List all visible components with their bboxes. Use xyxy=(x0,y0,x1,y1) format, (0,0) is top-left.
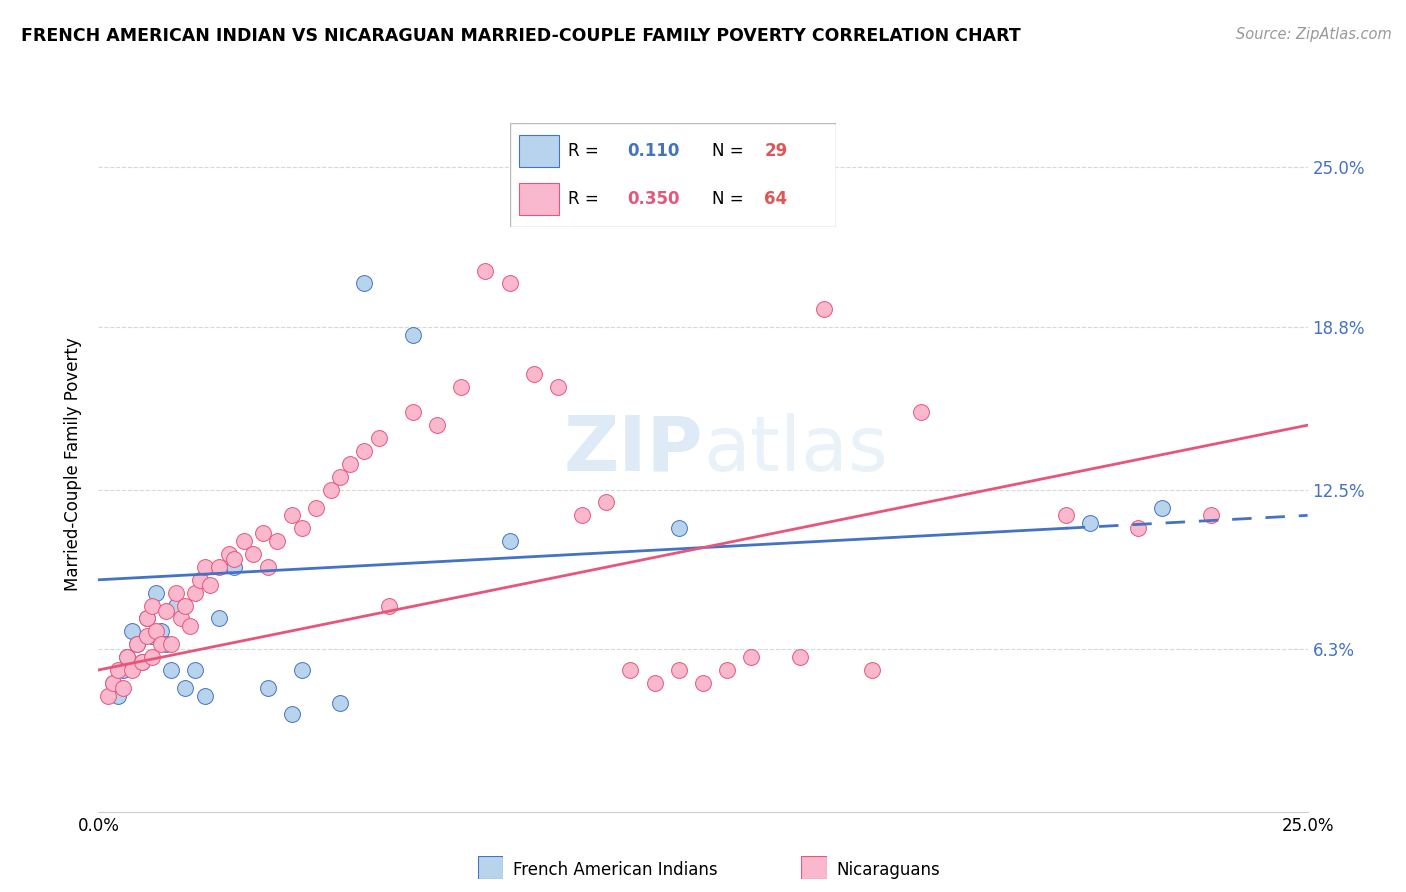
Point xyxy=(474,263,496,277)
Point xyxy=(426,418,449,433)
Point xyxy=(290,663,312,677)
Point xyxy=(281,706,304,721)
Point xyxy=(165,585,187,599)
Point xyxy=(165,599,187,613)
Point xyxy=(547,379,569,393)
Point xyxy=(160,637,183,651)
Y-axis label: Married-Couple Family Poverty: Married-Couple Family Poverty xyxy=(65,337,83,591)
Point xyxy=(402,405,425,419)
Point xyxy=(329,697,352,711)
Text: Nicaraguans: Nicaraguans xyxy=(837,861,941,879)
Point xyxy=(208,611,231,625)
Point xyxy=(281,508,304,523)
Point xyxy=(131,655,153,669)
Point xyxy=(910,405,932,419)
Point xyxy=(150,637,173,651)
Point xyxy=(121,663,143,677)
Point xyxy=(145,624,167,639)
Point xyxy=(188,573,211,587)
Point xyxy=(668,521,690,535)
Point xyxy=(127,637,149,651)
Point xyxy=(160,663,183,677)
Point xyxy=(135,611,157,625)
Point xyxy=(184,663,207,677)
Point xyxy=(174,599,197,613)
Point xyxy=(198,578,221,592)
Point xyxy=(644,676,666,690)
Point xyxy=(619,663,641,677)
Point xyxy=(256,681,278,695)
Point xyxy=(692,676,714,690)
Point xyxy=(194,560,217,574)
Point xyxy=(668,663,690,677)
Point xyxy=(127,637,149,651)
Point xyxy=(595,495,617,509)
Point xyxy=(194,689,217,703)
Point xyxy=(232,534,254,549)
Point xyxy=(107,689,129,703)
Point xyxy=(1152,500,1174,515)
Point xyxy=(155,604,177,618)
Point xyxy=(498,534,520,549)
Point xyxy=(740,650,762,665)
Point xyxy=(107,663,129,677)
Point xyxy=(377,599,399,613)
Point xyxy=(150,624,173,639)
Point xyxy=(218,547,240,561)
Point xyxy=(329,469,352,483)
Point xyxy=(1199,508,1222,523)
Point xyxy=(256,560,278,574)
Point xyxy=(252,526,274,541)
Point xyxy=(1128,521,1150,535)
Point xyxy=(339,457,361,471)
Point xyxy=(131,655,153,669)
Text: FRENCH AMERICAN INDIAN VS NICARAGUAN MARRIED-COUPLE FAMILY POVERTY CORRELATION C: FRENCH AMERICAN INDIAN VS NICARAGUAN MAR… xyxy=(21,27,1021,45)
Point xyxy=(97,689,120,703)
Point xyxy=(101,676,124,690)
Point xyxy=(353,444,375,458)
Point xyxy=(145,585,167,599)
Point xyxy=(179,619,201,633)
Point xyxy=(222,560,245,574)
Point xyxy=(101,676,124,690)
Point xyxy=(117,650,139,665)
Point xyxy=(141,650,163,665)
Point xyxy=(319,483,342,497)
Point xyxy=(368,431,391,445)
Point xyxy=(402,328,425,343)
Point xyxy=(242,547,264,561)
Point xyxy=(135,611,157,625)
Point xyxy=(155,637,177,651)
Point xyxy=(353,277,375,291)
Text: Source: ZipAtlas.com: Source: ZipAtlas.com xyxy=(1236,27,1392,42)
Point xyxy=(184,585,207,599)
Point xyxy=(523,367,546,381)
Point xyxy=(450,379,472,393)
Point xyxy=(860,663,883,677)
Point xyxy=(1054,508,1077,523)
Point xyxy=(789,650,811,665)
Point xyxy=(121,624,143,639)
Point xyxy=(111,663,134,677)
Point xyxy=(141,630,163,644)
Point xyxy=(290,521,312,535)
Point xyxy=(174,681,197,695)
Point xyxy=(716,663,738,677)
Point xyxy=(111,681,134,695)
Point xyxy=(1078,516,1101,530)
Point xyxy=(498,277,520,291)
Text: French American Indians: French American Indians xyxy=(513,861,718,879)
Point xyxy=(135,630,157,644)
Point xyxy=(571,508,593,523)
Point xyxy=(169,611,191,625)
Point xyxy=(141,599,163,613)
Text: atlas: atlas xyxy=(703,413,887,487)
Point xyxy=(813,302,835,317)
Point xyxy=(305,500,328,515)
Point xyxy=(117,650,139,665)
Point xyxy=(266,534,288,549)
Point xyxy=(208,560,231,574)
Text: ZIP: ZIP xyxy=(564,413,703,487)
Point xyxy=(222,552,245,566)
